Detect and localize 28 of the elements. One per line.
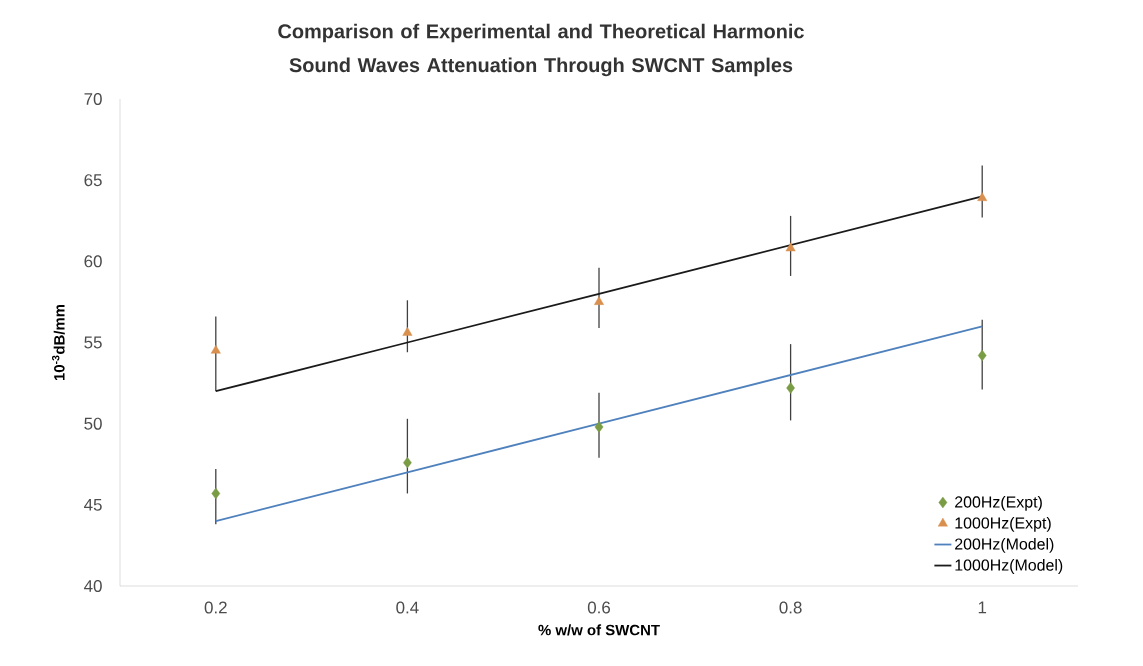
x-tick-label: 0.6: [587, 601, 611, 614]
y-tick-label: 40: [84, 580, 102, 592]
legend-label: 200Hz(Expt): [955, 495, 1042, 511]
y-tick-label: 65: [84, 174, 102, 187]
x-tick-label: 1: [978, 601, 987, 614]
y-tick-label: 60: [84, 255, 102, 268]
x-tick-label: 0.8: [779, 601, 802, 614]
y-tick-label: 55: [84, 336, 102, 349]
point: [594, 421, 604, 433]
point: [977, 192, 988, 201]
point: [211, 487, 221, 500]
y-tick-label: 45: [84, 498, 102, 511]
point: [786, 382, 795, 394]
point: [594, 296, 604, 305]
x-axis-title: % w/w of SWCNT: [538, 624, 660, 636]
legend-label: 1000Hz(Model): [955, 559, 1063, 574]
chart-title: Comparison of Experimental and Theoretical Harmonic Sound Waves Attenuation Through SWCNT Samples: [278, 23, 804, 77]
point: [785, 242, 796, 252]
x-tick-label: 0.4: [396, 601, 419, 614]
y-axis-title: 10$^{-3}$dB/mm: [52, 304, 65, 381]
point: [210, 344, 221, 354]
y-tick-label: 70: [84, 93, 102, 105]
legend-label: 200Hz(Model): [955, 538, 1054, 553]
legend-label: 1000Hz(Expt): [955, 516, 1051, 532]
x-tick-label: 0.2: [204, 601, 227, 614]
y-tick-label: 50: [84, 417, 102, 430]
point: [402, 327, 413, 336]
point: [977, 349, 987, 362]
